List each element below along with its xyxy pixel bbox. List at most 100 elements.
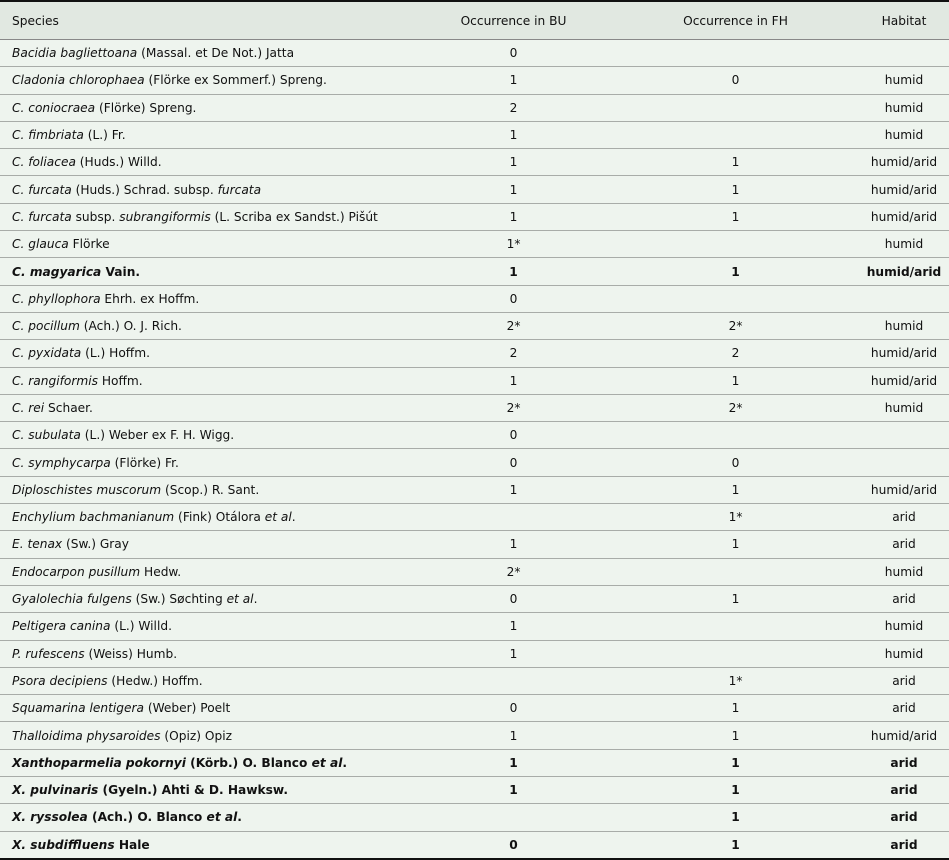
species-name-italic: C. phyllophora — [12, 291, 101, 306]
species-cell: Bacidia bagliettoana (Massal. et De Not.… — [0, 39, 415, 68]
occurrence-fh-cell: 1 — [612, 203, 859, 232]
species-cell: C. glauca Flörke — [0, 230, 415, 259]
species-cell: Peltigera canina (L.) Willd. — [0, 612, 415, 641]
header-row: Species Occurrence in BU Occurrence in F… — [0, 1, 949, 40]
occurrence-fh-cell: 1 — [612, 367, 859, 395]
species-cell: P. rufescens (Weiss) Humb. — [0, 640, 415, 668]
habitat-cell — [859, 421, 949, 450]
species-cell: C. rangiformis Hoffm. — [0, 367, 415, 395]
species-cell: X. pulvinaris (Gyeln.) Ahti & D. Hawksw. — [0, 776, 415, 805]
occurrence-fh-cell: 0 — [612, 66, 859, 95]
occurrence-bu-cell: 1 — [415, 175, 612, 204]
species-name-italic: Gyalolechia fulgens — [12, 592, 132, 607]
table-row: Xanthoparmelia pokornyi (Körb.) O. Blanc… — [0, 749, 949, 778]
occurrence-bu-cell: 2 — [415, 94, 612, 122]
occurrence-bu-cell: 1 — [415, 640, 612, 668]
species-name-italic: C. coniocraea — [12, 100, 96, 115]
habitat-cell: humid — [859, 640, 949, 668]
header-occurrence-bu: Occurrence in BU — [415, 1, 612, 40]
table-row: C. fimbriata (L.) Fr. 1 humid — [0, 121, 949, 150]
species-authority: . — [291, 510, 296, 525]
species-authority: (Scop.) R. Sant. — [161, 482, 260, 497]
species-cell: Thalloidima physaroides (Opiz) Opiz — [0, 721, 415, 750]
species-cell: Cladonia chlorophaea (Flörke ex Sommerf.… — [0, 66, 415, 95]
table-row: Bacidia bagliettoana (Massal. et De Not.… — [0, 39, 949, 68]
species-name-italic: C. foliacea — [12, 155, 76, 170]
species-authority: (Hedw.) Hoffm. — [107, 673, 203, 688]
species-name-italic: et al — [311, 755, 343, 770]
occurrence-fh-cell: 1 — [612, 776, 859, 805]
table-row: C. rangiformis Hoffm. 1 1 humid/arid — [0, 367, 949, 395]
table-row: Cladonia chlorophaea (Flörke ex Sommerf.… — [0, 66, 949, 95]
occurrence-bu-cell: 1 — [415, 66, 612, 95]
table-row: E. tenax (Sw.) Gray 1 1 arid — [0, 530, 949, 559]
occurrence-bu-cell: 1 — [415, 476, 612, 505]
species-authority: (Fink) Otálora — [174, 510, 265, 525]
occurrence-fh-cell: 1* — [612, 667, 859, 696]
species-cell: C. coniocraea (Flörke) Spreng. — [0, 94, 415, 122]
occurrence-bu-cell: 2* — [415, 558, 612, 586]
species-cell: Xanthoparmelia pokornyi (Körb.) O. Blanc… — [0, 749, 415, 778]
occurrence-fh-cell — [612, 121, 859, 150]
occurrence-fh-cell: 1 — [612, 257, 859, 286]
occurrence-fh-cell: 1 — [612, 148, 859, 177]
occurrence-bu-cell — [415, 667, 612, 696]
habitat-cell: humid/arid — [859, 721, 949, 750]
species-cell: C. foliacea (Huds.) Willd. — [0, 148, 415, 177]
species-name-italic: C. magyarica — [12, 264, 102, 279]
species-cell: X. ryssolea (Ach.) O. Blanco et al. — [0, 803, 415, 832]
species-name-italic: X. ryssolea — [12, 810, 88, 825]
species-name-italic: C. fimbriata — [12, 128, 84, 143]
species-authority: (Gyeln.) Ahti & D. Hawksw. — [98, 783, 289, 798]
habitat-cell: humid — [859, 312, 949, 341]
species-authority: Ehrh. ex Hoffm. — [100, 291, 200, 306]
species-cell: C. rei Schaer. — [0, 394, 415, 423]
species-name-italic: C. furcata — [12, 182, 72, 197]
table-row: Squamarina lentigera (Weber) Poelt 0 1 arid — [0, 694, 949, 723]
species-cell: C. fimbriata (L.) Fr. — [0, 121, 415, 150]
species-cell: C. furcata (Huds.) Schrad. subsp. furcat… — [0, 175, 415, 204]
species-authority: subsp. — [71, 209, 120, 224]
species-authority: (L.) Willd. — [110, 619, 172, 634]
species-name-italic: P. rufescens — [12, 646, 85, 661]
table-row: X. ryssolea (Ach.) O. Blanco et al. 1 arid — [0, 803, 949, 832]
habitat-cell: arid — [859, 694, 949, 723]
species-authority: (Körb.) O. Blanco — [185, 755, 312, 770]
table-row: Gyalolechia fulgens (Sw.) Søchting et al… — [0, 585, 949, 614]
occurrence-fh-cell: 2 — [612, 339, 859, 368]
species-authority: (L. Scriba ex Sandst.) Pišút — [210, 209, 378, 224]
table-row: C. magyarica Vain. 1 1 humid/arid — [0, 257, 949, 286]
table-row: C. symphycarpa (Flörke) Fr. 0 0 — [0, 448, 949, 477]
species-name-italic: subrangiformis — [119, 209, 211, 224]
species-name-italic: C. symphycarpa — [12, 455, 111, 470]
species-name-italic: Endocarpon pusillum — [12, 564, 141, 579]
header-species: Species — [0, 1, 415, 40]
species-authority: (Weber) Poelt — [143, 701, 231, 716]
table-row: X. pulvinaris (Gyeln.) Ahti & D. Hawksw.… — [0, 776, 949, 805]
habitat-cell: arid — [859, 776, 949, 805]
habitat-cell: humid — [859, 94, 949, 122]
habitat-cell: humid/arid — [859, 257, 949, 286]
occurrence-bu-cell: 1 — [415, 121, 612, 150]
occurrence-fh-cell — [612, 612, 859, 641]
species-name-italic: Bacidia bagliettoana — [12, 46, 138, 61]
occurrence-fh-cell — [612, 285, 859, 313]
table-row: P. rufescens (Weiss) Humb. 1 humid — [0, 640, 949, 668]
species-cell: C. phyllophora Ehrh. ex Hoffm. — [0, 285, 415, 313]
occurrence-fh-cell: 2* — [612, 394, 859, 423]
species-authority: (Flörke ex Sommerf.) Spreng. — [144, 73, 327, 88]
occurrence-fh-cell: 1 — [612, 831, 859, 860]
occurrence-fh-cell — [612, 230, 859, 259]
species-authority: (L.) Hoffm. — [81, 346, 150, 361]
occurrence-bu-cell: 1 — [415, 721, 612, 750]
table-row: Peltigera canina (L.) Willd. 1 humid — [0, 612, 949, 641]
habitat-cell: arid — [859, 831, 949, 860]
occurrence-fh-cell: 1* — [612, 503, 859, 532]
species-authority: (Massal. et De Not.) Jatta — [137, 46, 295, 61]
species-authority: Schaer. — [44, 401, 93, 415]
occurrence-fh-cell: 1 — [612, 803, 859, 832]
species-cell: C. pyxidata (L.) Hoffm. — [0, 339, 415, 368]
species-name-italic: Enchylium bachmanianum — [12, 510, 175, 525]
species-authority: (Weiss) Humb. — [84, 646, 178, 661]
species-name-italic: C. rangiformis — [12, 373, 98, 388]
